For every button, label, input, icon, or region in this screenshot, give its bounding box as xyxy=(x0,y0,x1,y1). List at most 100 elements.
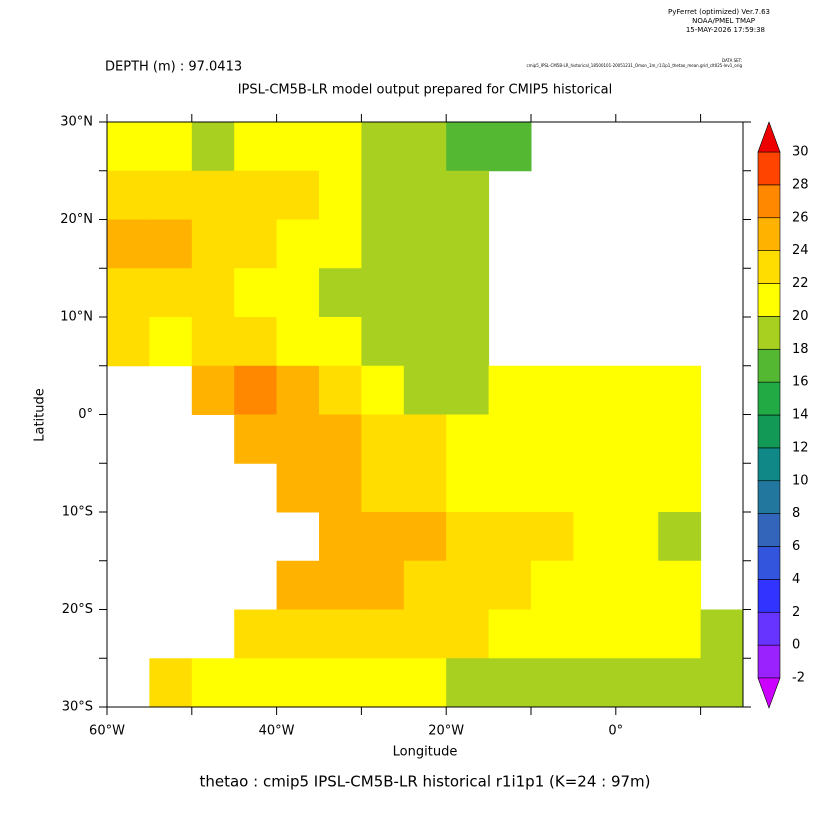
cell xyxy=(446,512,490,562)
colorbar-box xyxy=(757,250,781,284)
y-tick-label: 30°N xyxy=(60,115,93,130)
cell xyxy=(488,463,532,513)
cell xyxy=(361,512,405,562)
cell xyxy=(615,658,659,708)
colorbar-label: 8 xyxy=(792,506,800,521)
cell xyxy=(149,170,193,220)
colorbar-box xyxy=(757,348,781,383)
cell xyxy=(488,122,532,172)
cell xyxy=(615,365,659,415)
cell xyxy=(319,512,362,562)
cell xyxy=(361,560,405,610)
colorbar-high xyxy=(757,121,781,153)
cell xyxy=(361,219,405,269)
colorbar-label: 24 xyxy=(792,243,809,258)
colorbar-box xyxy=(757,480,781,514)
cell xyxy=(403,122,447,172)
cell xyxy=(573,463,617,513)
cell xyxy=(276,170,320,220)
cell xyxy=(615,609,659,659)
cell xyxy=(276,414,320,464)
colorbar-label: -2 xyxy=(792,671,805,686)
cell xyxy=(319,609,362,659)
colorbar-box xyxy=(757,644,781,679)
y-tick-label: 20°N xyxy=(60,212,93,227)
cell xyxy=(403,365,447,415)
cell xyxy=(319,414,362,464)
cell xyxy=(403,170,447,220)
cell xyxy=(149,122,193,172)
cell xyxy=(149,658,193,708)
cell xyxy=(191,365,235,415)
y-tick-label: 20°S xyxy=(62,602,93,617)
cell xyxy=(191,170,235,220)
colorbar-box xyxy=(757,611,781,646)
cell xyxy=(319,463,362,513)
cell xyxy=(107,122,150,172)
cell xyxy=(403,414,447,464)
cell xyxy=(446,414,490,464)
y-tick-label: 30°S xyxy=(62,700,93,715)
dataset: cmip5_IPSL-CM5B-LR_historical_18500101-2… xyxy=(527,63,743,68)
colorbar-box xyxy=(757,217,781,251)
cell xyxy=(191,317,235,367)
colorbar-label: 18 xyxy=(792,342,809,357)
cell xyxy=(446,317,490,367)
cell xyxy=(361,365,405,415)
cell xyxy=(700,658,744,708)
footer: thetao : cmip5 IPSL-CM5B-LR historical r… xyxy=(199,773,650,791)
cell xyxy=(488,658,532,708)
cell xyxy=(319,658,362,708)
cell xyxy=(403,268,447,318)
colorbar-box xyxy=(757,579,781,613)
cell xyxy=(531,658,574,708)
colorbar-label: 16 xyxy=(792,375,809,390)
cell xyxy=(234,365,278,415)
cell xyxy=(319,170,362,220)
y-tick-label: 0° xyxy=(78,407,93,422)
chart-title: IPSL-CM5B-LR model output prepared for C… xyxy=(238,83,613,98)
cell xyxy=(658,609,702,659)
cell xyxy=(658,560,702,610)
cell xyxy=(488,560,532,610)
cell xyxy=(488,609,532,659)
y-label: Latitude xyxy=(33,388,48,442)
cell xyxy=(488,414,532,464)
cell xyxy=(615,560,659,610)
cell xyxy=(658,414,702,464)
x-label: Longitude xyxy=(393,745,458,760)
cell xyxy=(234,658,278,708)
colorbar-box xyxy=(757,316,781,350)
cell xyxy=(276,609,320,659)
cell xyxy=(319,122,362,172)
cell xyxy=(319,219,362,269)
colorbar-box xyxy=(757,414,781,449)
cell xyxy=(319,560,362,610)
cell xyxy=(615,414,659,464)
cell xyxy=(107,268,150,318)
cell xyxy=(531,463,574,513)
cell xyxy=(234,609,278,659)
cell xyxy=(573,560,617,610)
cell xyxy=(531,414,574,464)
cell xyxy=(615,463,659,513)
cell xyxy=(149,268,193,318)
cell xyxy=(191,219,235,269)
cell xyxy=(191,268,235,318)
x-tick-label: 20°W xyxy=(428,724,464,739)
colorbar-label: 0 xyxy=(792,638,800,653)
cell xyxy=(403,463,447,513)
cell xyxy=(234,317,278,367)
cell xyxy=(446,658,490,708)
cell xyxy=(403,658,447,708)
colorbar-label: 26 xyxy=(792,210,809,225)
cell xyxy=(403,317,447,367)
cell xyxy=(361,122,405,172)
cell xyxy=(446,122,490,172)
cell xyxy=(658,512,702,562)
cell xyxy=(276,317,320,367)
cell xyxy=(446,609,490,659)
cell xyxy=(234,268,278,318)
cell xyxy=(573,365,617,415)
